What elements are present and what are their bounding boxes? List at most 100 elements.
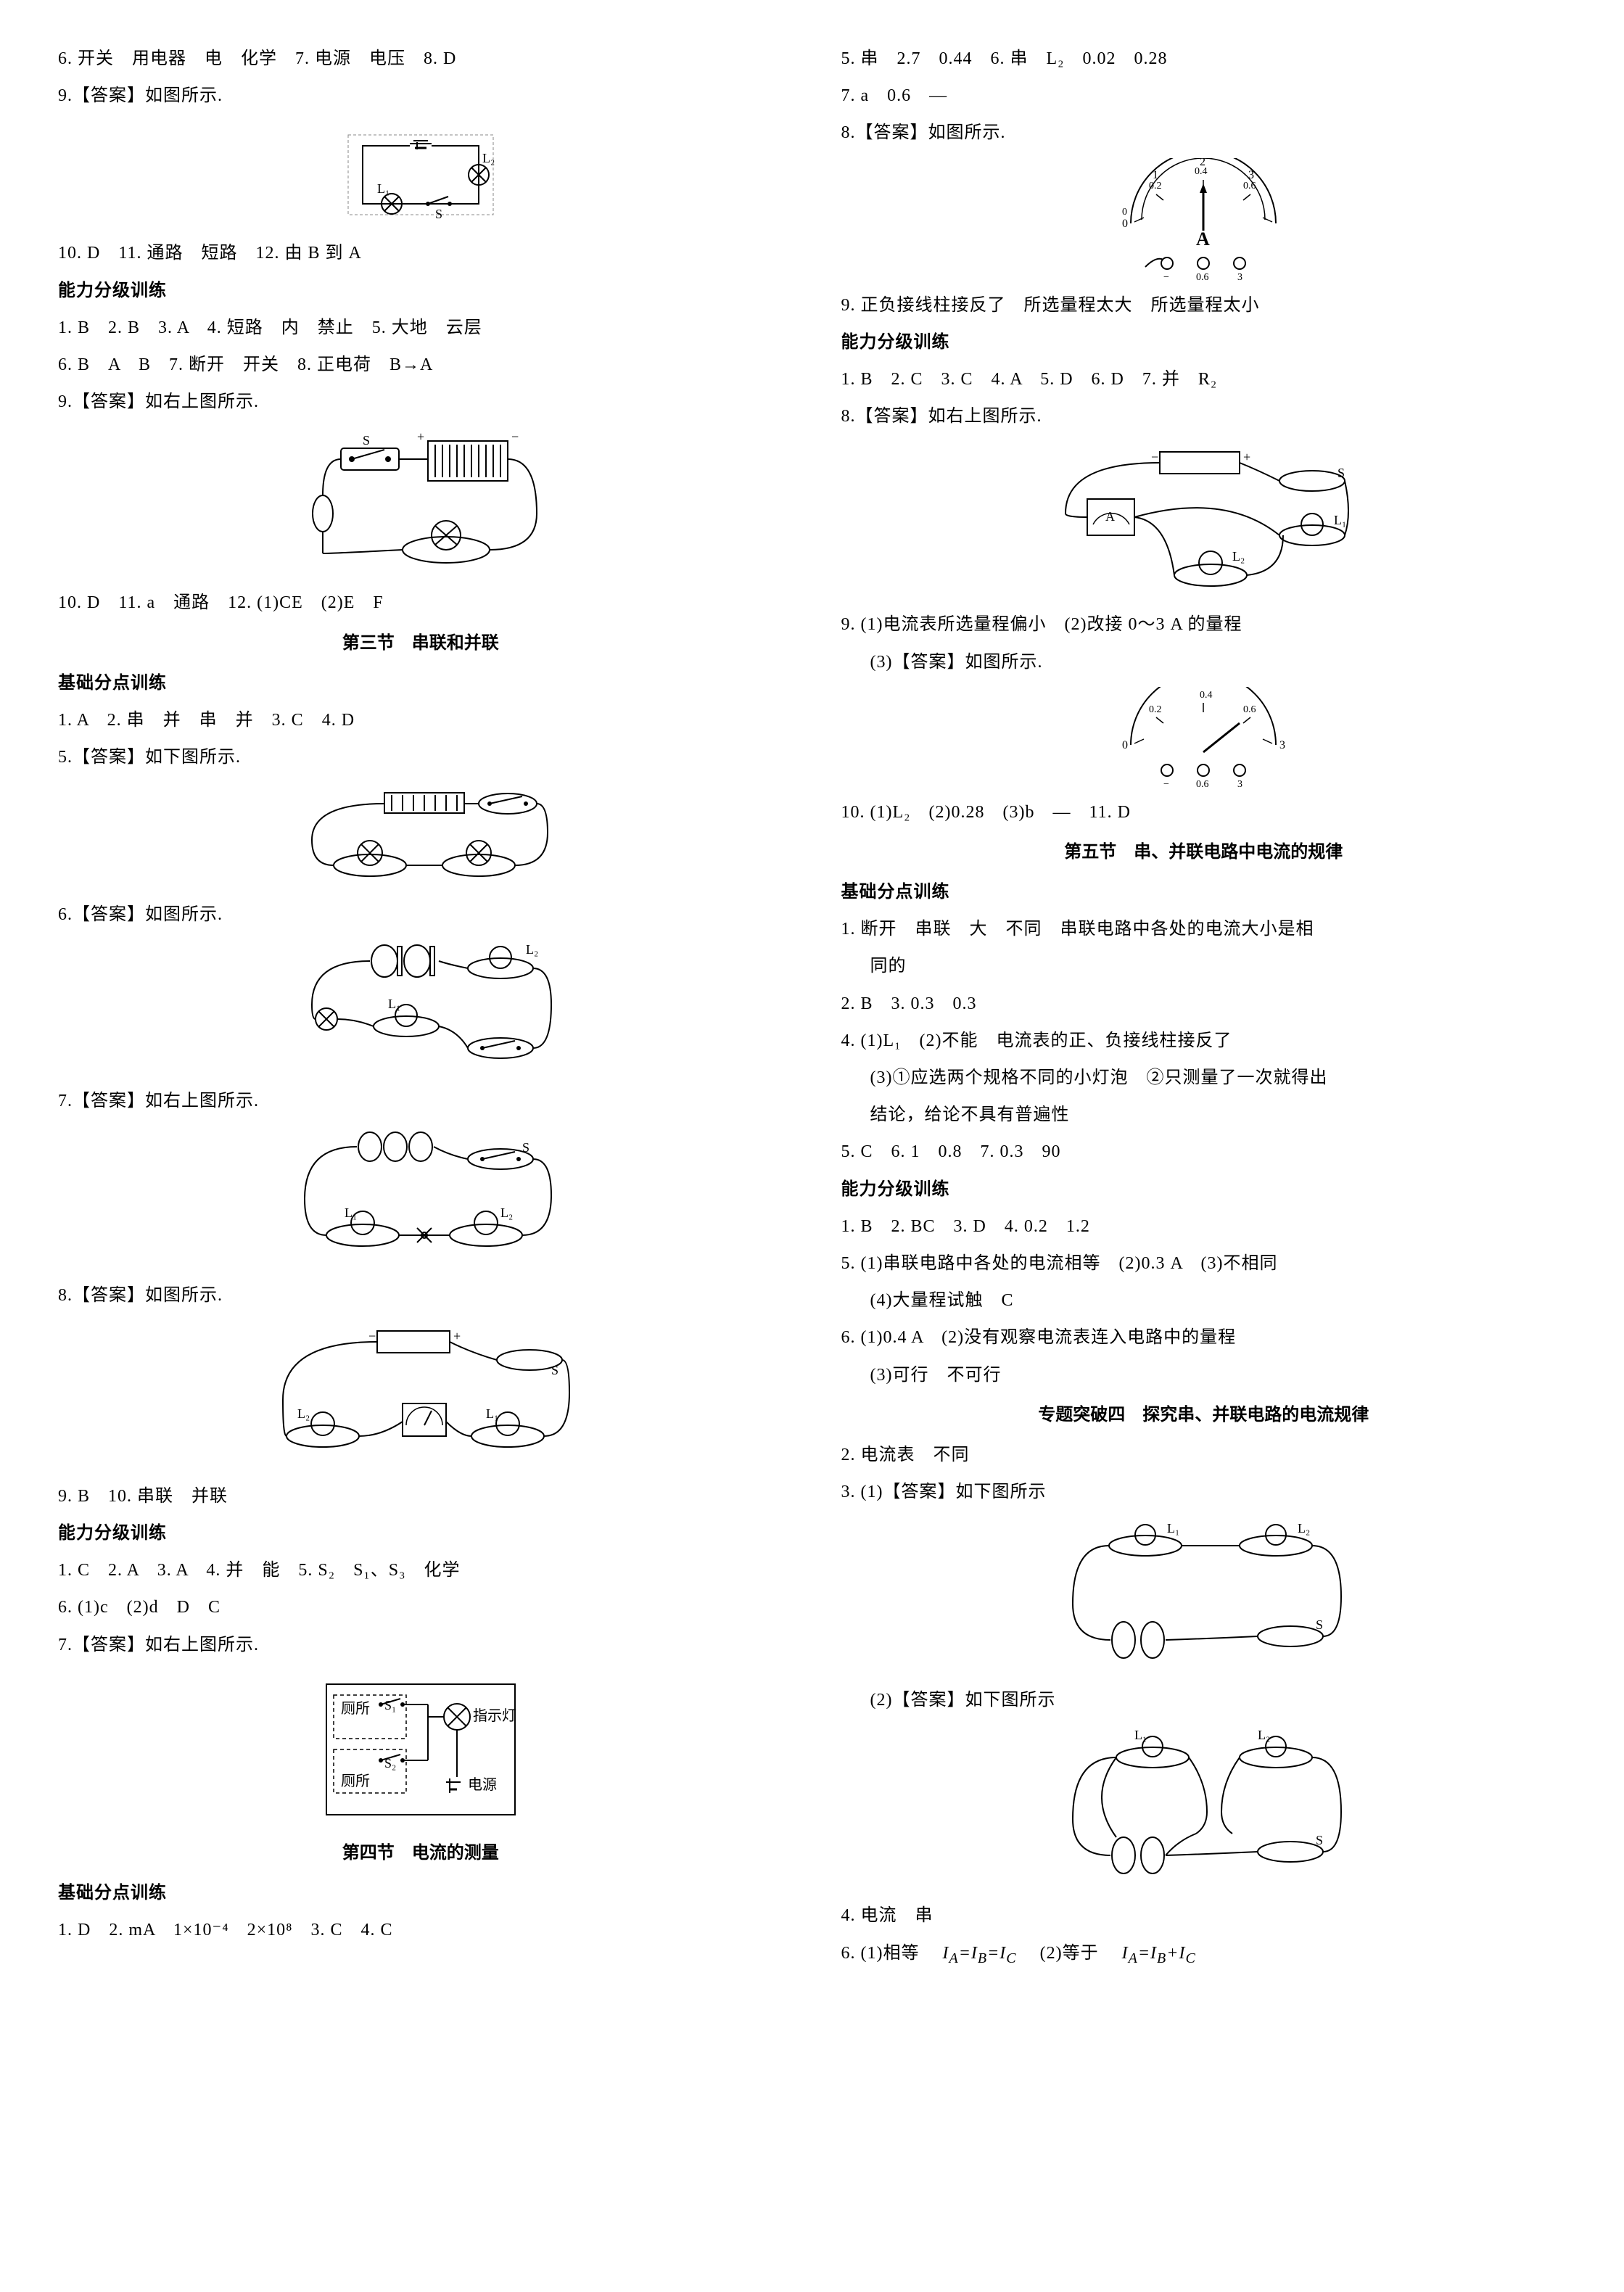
answer-line: 结论，给论不具有普遍性 [841,1100,1567,1131]
answer-line: 1. A 2. 串 并 串 并 3. C 4. D [58,705,783,736]
svg-text:+: + [453,1329,461,1343]
answer-line: 6. 开关 用电器 电 化学 7. 电源 电压 8. D [58,44,783,75]
answer-line: (3)①应选两个规格不同的小灯泡 ②只测量了一次就得出 [841,1063,1567,1094]
right-column: 5. 串 2.7 0.44 6. 串 L₂ 0.02 0.28 7. a 0.6… [841,44,1567,1976]
svg-text:+: + [417,429,424,444]
svg-text:0: 0 [1122,218,1128,230]
svg-text:L₁: L₁ [1167,1521,1179,1535]
answer-line: 1. D 2. mA 1×10⁻⁴ 2×10⁸ 3. C 4. C [58,1915,783,1946]
svg-text:0.6: 0.6 [1243,704,1256,715]
answer-line: (2)【答案】如下图所示 [841,1685,1567,1716]
section-title: 第三节 串联和并联 [58,628,783,659]
svg-text:0.2: 0.2 [1149,181,1162,191]
circuit-diagram-5: S L₁ L₂ [58,1126,783,1271]
svg-text:−: − [1163,272,1169,281]
svg-text:A: A [1196,228,1210,250]
answer-line: 7.【答案】如右上图所示. [58,1630,783,1661]
svg-text:−: − [1151,450,1158,464]
svg-text:S: S [435,207,442,221]
svg-text:电源: 电源 [468,1776,497,1793]
circuit-diagram-1: L₁ L₂ S [58,120,783,229]
equation: IA=IB=IC [942,1944,1016,1963]
section-heading: 能力分级训练 [58,276,783,307]
answer-line: 2. B 3. 0.3 0.3 [841,989,1567,1020]
svg-text:S: S [363,433,370,448]
svg-text:0.4: 0.4 [1200,690,1213,701]
circuit-diagram-10: L₁ L₂ S [841,1725,1567,1892]
answer-line: 8.【答案】如图所示. [58,1280,783,1311]
answer-line: 4. 电流 串 [841,1900,1567,1932]
answer-line: 10. (1)L₂ (2)0.28 (3)b — 11. D [841,797,1567,828]
answer-line: 9. 正负接线柱接反了 所选量程太大 所选量程太小 [841,290,1567,321]
answer-line: 9.【答案】如右上图所示. [58,387,783,418]
answer-line: 10. D 11. 通路 短路 12. 由 B 到 A [58,238,783,269]
answer-line: 6. (1)相等 IA=IB=IC (2)等于 IA=IB+IC [841,1938,1567,1971]
section-heading: 能力分级训练 [841,1174,1567,1205]
answer-line: (4)大量程试触 C [841,1285,1567,1316]
svg-text:S: S [522,1140,529,1155]
svg-text:0.6: 0.6 [1196,779,1209,788]
svg-text:2: 2 [1200,158,1205,168]
svg-text:L₁: L₁ [388,997,400,1011]
circuit-diagram-8: − + S A L₁ L₂ [841,441,1567,601]
answer-line: 10. D 11. a 通路 12. (1)CE (2)E F [58,588,783,619]
section-heading: 能力分级训练 [58,1518,783,1549]
section-title: 第四节 电流的测量 [58,1838,783,1869]
answer-line: 6.【答案】如图所示. [58,899,783,931]
svg-text:A: A [1105,509,1115,524]
svg-text:L₁: L₁ [486,1406,498,1421]
answer-line: 9.【答案】如图所示. [58,81,783,112]
circuit-diagram-2: + − S [58,426,783,579]
ammeter-diagram-2: 0 0.2 0.4 0.6 3 − 0.6 3 [841,687,1567,788]
svg-text:0.6: 0.6 [1243,181,1256,191]
circuit-diagram-6: − + S L₂ L₁ [58,1320,783,1472]
section-heading: 基础分点训练 [58,1878,783,1909]
equation: IA=IB+IC [1122,1944,1196,1963]
svg-text:−: − [511,429,519,444]
ammeter-diagram-1: 0 0 0.2 1 0.4 2 0.6 3 A − 0.6 3 [841,158,1567,281]
svg-text:+: + [1243,450,1250,464]
svg-text:0.6: 0.6 [1196,272,1209,281]
svg-text:厕所: 厕所 [341,1773,370,1789]
circuit-diagram-9: L₁ L₂ S [841,1517,1567,1676]
answer-line: 7.【答案】如右上图所示. [58,1086,783,1117]
svg-text:L₁: L₁ [377,181,389,196]
svg-text:L₁: L₁ [1334,513,1346,527]
answer-line: 6. B A B 7. 断开 开关 8. 正电荷 B→A [58,350,783,381]
svg-text:3: 3 [1237,779,1242,788]
svg-text:3: 3 [1279,739,1285,751]
left-column: 6. 开关 用电器 电 化学 7. 电源 电压 8. D 9.【答案】如图所示.… [58,44,783,1976]
section-title: 专题突破四 探究串、并联电路的电流规律 [841,1400,1567,1431]
svg-text:L₁: L₁ [1134,1728,1147,1742]
svg-text:L₂: L₂ [1258,1728,1270,1742]
answer-line: (3)【答案】如图所示. [841,647,1567,678]
section-title: 第五节 串、并联电路中电流的规律 [841,837,1567,868]
answer-line: 9. (1)电流表所选量程偏小 (2)改接 0～3 A 的量程 [841,609,1567,640]
svg-text:L₂: L₂ [526,942,538,957]
svg-text:3: 3 [1237,272,1242,281]
svg-text:L₁: L₁ [345,1205,357,1220]
svg-text:S: S [1316,1617,1323,1632]
circuit-diagram-7: 厕所 S₁ 厕所 S₂ 指示灯 电源 [58,1670,783,1829]
svg-text:S: S [551,1363,558,1377]
answer-line: 8.【答案】如右上图所示. [841,401,1567,432]
svg-text:−: − [368,1329,376,1343]
answer-line: 6. (1)0.4 A (2)没有观察电流表连入电路中的量程 [841,1322,1567,1353]
svg-text:−: − [1163,779,1169,788]
text-fragment: (2)等于 [1022,1944,1117,1963]
svg-text:L₂: L₂ [500,1205,513,1220]
answer-line: 9. B 10. 串联 并联 [58,1481,783,1512]
answer-line: 4. (1)L₁ (2)不能 电流表的正、负接线柱接反了 [841,1026,1567,1057]
svg-text:0: 0 [1122,207,1127,218]
svg-text:L₂: L₂ [297,1406,310,1421]
section-heading: 能力分级训练 [841,327,1567,358]
answer-line: 1. 断开 串联 大 不同 串联电路中各处的电流大小是相 [841,914,1567,945]
svg-text:厕所: 厕所 [341,1700,370,1717]
answer-line: 8.【答案】如图所示. [841,118,1567,149]
svg-text:L₂: L₂ [1232,549,1245,564]
answer-line: 1. B 2. B 3. A 4. 短路 内 禁止 5. 大地 云层 [58,313,783,344]
svg-text:0.2: 0.2 [1149,704,1162,715]
answer-line: 同的 [841,951,1567,982]
answer-line: 6. (1)c (2)d D C [58,1592,783,1623]
circuit-diagram-3 [58,782,783,891]
